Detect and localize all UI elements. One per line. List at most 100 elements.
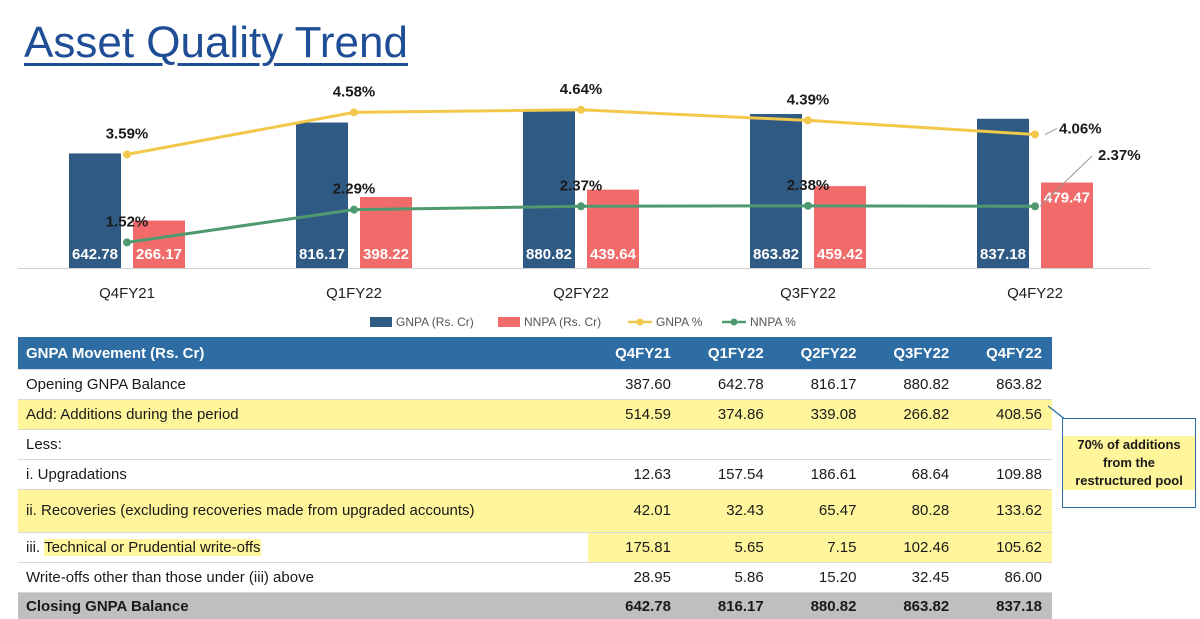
cell — [866, 429, 960, 460]
gnpa-pct-point — [1031, 130, 1039, 139]
nnpa-bar — [814, 186, 866, 268]
row-label-highlight: Technical or Prudential write-offs — [44, 539, 261, 556]
gnpa-pct-line — [126, 108, 1036, 156]
cell: 387.60 — [588, 369, 681, 400]
cell — [959, 429, 1052, 460]
row-label: Opening GNPA Balance — [18, 369, 589, 400]
cell: 880.82 — [773, 592, 867, 619]
nnpa-pct-point — [804, 201, 812, 210]
cell — [588, 429, 681, 460]
x-tick-label: Q4FY22 — [1007, 285, 1063, 302]
cell: 642.78 — [681, 369, 774, 400]
x-tick-label: Q1FY22 — [326, 285, 382, 302]
gnpa-bar-label: 816.17 — [299, 246, 345, 263]
cell: 816.17 — [773, 369, 867, 400]
cell — [773, 429, 867, 460]
gnpa-pct-label: 4.39% — [787, 91, 830, 108]
cell: 28.95 — [588, 562, 681, 593]
gnpa-pct-label: 4.64% — [560, 81, 603, 98]
cell: 102.46 — [866, 532, 960, 563]
row-label: Add: Additions during the period — [18, 399, 589, 430]
cell: 837.18 — [959, 592, 1052, 619]
row-label: ii. Recoveries (excluding recoveries mad… — [18, 489, 589, 533]
table-header-label: GNPA Movement (Rs. Cr) — [18, 337, 589, 370]
row-label: Closing GNPA Balance — [18, 592, 589, 619]
nnpa-bar-label: 398.22 — [363, 246, 409, 263]
gnpa-bar — [69, 153, 121, 268]
gnpa-pct-point — [350, 108, 358, 117]
legend-marker — [730, 318, 738, 326]
nnpa-pct-label: 1.52% — [106, 213, 149, 230]
nnpa-pct-label: 2.38% — [787, 177, 830, 194]
page-title: Asset Quality Trend — [24, 18, 408, 67]
asset-quality-chart: 642.78 266.17 Q4FY21 816.17 398.22 Q1FY22 880.… — [18, 81, 1150, 329]
nnpa-bar-label: 479.47 — [1044, 190, 1090, 207]
row-additions: Add: Additions during the period 514.59 … — [18, 399, 1052, 430]
callout-box: 70% of additions from the restructured p… — [1062, 418, 1196, 508]
row-label: i. Upgradations — [18, 459, 589, 490]
cell: 80.28 — [866, 489, 960, 533]
cell — [681, 429, 774, 460]
table-header-q4fy22: Q4FY22 — [959, 337, 1052, 370]
cell: 7.15 — [773, 532, 867, 563]
cell: 133.62 — [959, 489, 1052, 533]
legend-swatch — [498, 317, 520, 327]
gnpa-movement-table: GNPA Movement (Rs. Cr) Q4FY21 Q1FY22 Q2F… — [18, 337, 1052, 619]
gnpa-pct-point — [123, 150, 131, 159]
legend-label: GNPA % — [656, 315, 703, 329]
nnpa-pct-point — [350, 205, 358, 214]
legend-marker — [636, 318, 644, 326]
nnpa-bar-label: 439.64 — [590, 246, 637, 263]
nnpa-pct-label: 2.37% — [1098, 147, 1141, 164]
gnpa-bar-label: 880.82 — [526, 246, 572, 263]
cell: 863.82 — [866, 592, 960, 619]
cell: 5.65 — [681, 532, 774, 563]
nnpa-bar-label: 459.42 — [817, 246, 863, 263]
gnpa-bar-label: 863.82 — [753, 246, 799, 263]
nnpa-bar — [133, 220, 185, 268]
gnpa-pct-label: 3.59% — [106, 125, 149, 142]
row-label: Write-offs other than those under (iii) … — [18, 562, 589, 593]
x-tick-label: Q2FY22 — [553, 285, 609, 302]
gnpa-bar-label: 837.18 — [980, 246, 1026, 263]
row-closing-gnpa: Closing GNPA Balance 642.78 816.17 880.8… — [18, 592, 1052, 619]
row-upgradations: i. Upgradations 12.63 157.54 186.61 68.6… — [18, 459, 1052, 490]
cell: 186.61 — [773, 459, 867, 490]
legend-label: NNPA (Rs. Cr) — [524, 315, 601, 329]
cell: 42.01 — [588, 489, 681, 533]
cell: 12.63 — [588, 459, 681, 490]
row-other-write-offs: Write-offs other than those under (iii) … — [18, 562, 1052, 593]
nnpa-pct-line — [126, 204, 1036, 244]
cell: 863.82 — [959, 369, 1052, 400]
gnpa-pct-leader — [1044, 128, 1058, 135]
legend-swatch — [370, 317, 392, 327]
callout-text: 70% of additions from the restructured p… — [1063, 436, 1195, 490]
cell: 339.08 — [773, 399, 867, 430]
nnpa-pct-label: 2.37% — [560, 177, 603, 194]
row-opening-gnpa: Opening GNPA Balance 387.60 642.78 816.1… — [18, 369, 1052, 400]
gnpa-bar — [750, 114, 802, 269]
cell: 642.78 — [588, 592, 681, 619]
row-label-prefix: iii. — [26, 539, 45, 556]
cell: 514.59 — [588, 399, 681, 430]
table-header-q3fy22: Q3FY22 — [866, 337, 960, 370]
cell: 266.82 — [866, 399, 960, 430]
x-tick-label: Q3FY22 — [780, 285, 836, 302]
cell: 408.56 — [959, 399, 1052, 430]
gnpa-pct-point — [577, 105, 585, 114]
gnpa-bar — [523, 111, 575, 268]
cell: 157.54 — [681, 459, 774, 490]
cell: 65.47 — [773, 489, 867, 533]
gnpa-bar — [977, 118, 1029, 268]
row-label: Less: — [18, 429, 589, 460]
row-recoveries: ii. Recoveries (excluding recoveries mad… — [18, 489, 1052, 533]
cell: 175.81 — [588, 532, 681, 563]
cell: 15.20 — [773, 562, 867, 593]
cell: 32.43 — [681, 489, 774, 533]
cell: 105.62 — [959, 532, 1052, 563]
nnpa-pct-point — [123, 238, 131, 247]
gnpa-pct-label: 4.58% — [333, 83, 376, 100]
cell: 5.86 — [681, 562, 774, 593]
table-header-q2fy22: Q2FY22 — [773, 337, 867, 370]
nnpa-bar-label: 266.17 — [136, 246, 182, 263]
